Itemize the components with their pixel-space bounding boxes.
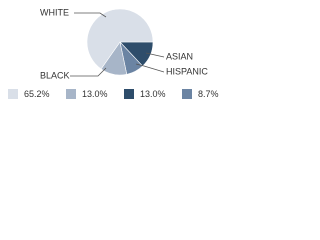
legend-swatch xyxy=(124,89,134,99)
legend-value: 13.0% xyxy=(140,89,166,99)
legend-value: 13.0% xyxy=(82,89,108,99)
slice-label: HISPANIC xyxy=(166,66,208,76)
pie-slice xyxy=(86,8,154,70)
legend-swatch xyxy=(182,89,192,99)
legend-swatch xyxy=(8,89,18,99)
leader-line xyxy=(135,63,165,73)
slice-label: BLACK xyxy=(40,70,70,80)
legend-swatch xyxy=(66,89,76,99)
leader-line xyxy=(145,52,165,58)
legend-value: 8.7% xyxy=(198,89,219,99)
leader-line xyxy=(74,12,107,18)
slice-label: WHITE xyxy=(40,7,69,17)
leader-line xyxy=(70,67,107,77)
slice-label: ASIAN xyxy=(166,51,193,61)
chart: WHITE BLACK ASIAN HISPANIC 65.2% 13.0% 13.0% 8.… xyxy=(8,7,219,99)
legend-value: 65.2% xyxy=(24,89,50,99)
